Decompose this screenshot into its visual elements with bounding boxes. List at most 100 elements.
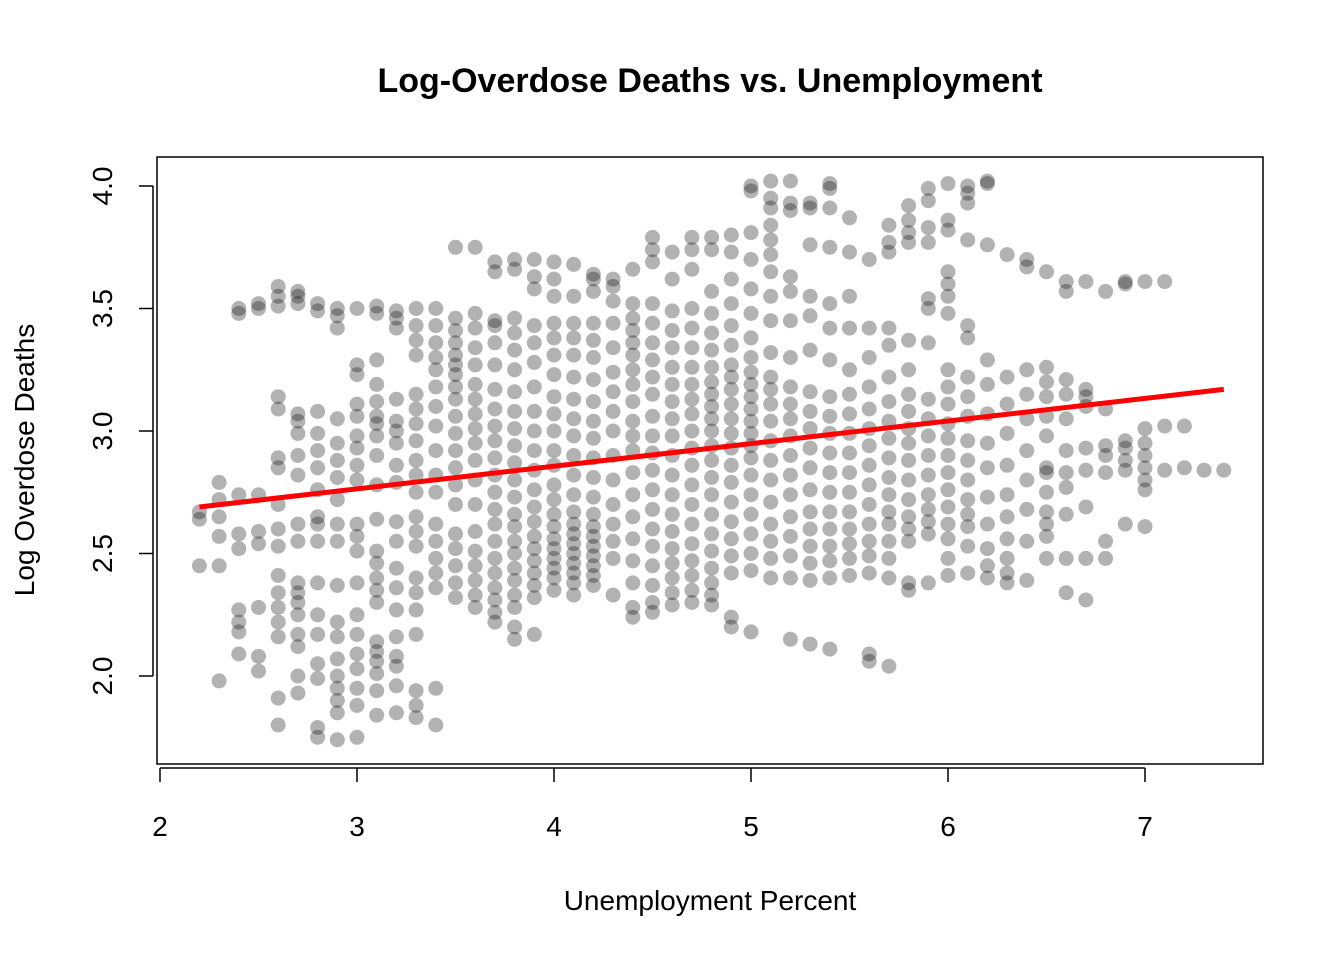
data-point (369, 394, 385, 410)
data-point (763, 516, 779, 532)
data-point (1058, 372, 1074, 388)
data-point (743, 413, 759, 429)
data-point (782, 548, 798, 564)
x-axis-label: Unemployment Percent (564, 885, 857, 916)
data-point (329, 533, 345, 549)
data-point (546, 506, 562, 522)
data-point (1019, 362, 1035, 378)
data-point (842, 386, 857, 402)
data-point (585, 519, 601, 535)
data-point (369, 376, 385, 392)
data-point (881, 487, 897, 503)
data-point (625, 310, 641, 326)
data-point (585, 528, 601, 544)
data-point (723, 619, 739, 635)
data-point (999, 565, 1015, 581)
data-point (881, 337, 897, 353)
data-point (979, 489, 995, 505)
data-point (526, 403, 542, 419)
data-point (960, 185, 976, 201)
data-point (940, 305, 956, 321)
data-point (645, 335, 660, 351)
data-point (270, 629, 286, 645)
data-point (1019, 472, 1035, 488)
data-point (1098, 533, 1114, 549)
data-point (782, 411, 798, 427)
data-point (861, 457, 877, 473)
data-point (428, 399, 444, 414)
data-point (231, 614, 247, 630)
data-point (566, 391, 582, 407)
data-point (329, 680, 345, 696)
data-point (605, 550, 621, 566)
data-point (1117, 433, 1133, 449)
data-point (546, 315, 562, 331)
data-point (270, 279, 286, 294)
data-point (408, 509, 424, 525)
data-point (940, 568, 956, 583)
data-point (566, 448, 582, 463)
data-point (940, 482, 956, 498)
data-point (645, 482, 660, 498)
data-point (251, 301, 266, 316)
data-point (448, 357, 463, 373)
data-point (546, 541, 562, 557)
data-point (920, 575, 936, 591)
data-point (585, 538, 601, 554)
data-point (1137, 435, 1153, 451)
data-point (1078, 550, 1094, 566)
data-point (723, 296, 739, 312)
data-point (526, 318, 542, 334)
data-point (1019, 443, 1035, 459)
data-point (507, 421, 523, 437)
data-point (782, 631, 798, 647)
data-point (251, 599, 266, 615)
data-point (822, 504, 838, 520)
data-point (270, 288, 286, 304)
y-axis-label: Log Overdose Deaths (9, 324, 40, 596)
data-point (763, 472, 779, 488)
data-point (763, 381, 779, 397)
data-point (605, 384, 621, 400)
data-point (388, 310, 404, 326)
data-point (467, 340, 483, 356)
data-point (369, 582, 385, 598)
data-point (802, 482, 818, 498)
data-point (448, 497, 463, 512)
data-point (822, 296, 838, 312)
data-point (507, 546, 523, 561)
data-point (408, 433, 424, 449)
data-point (369, 707, 385, 723)
data-point (349, 440, 365, 456)
data-point (605, 340, 621, 356)
data-point (1039, 389, 1054, 405)
data-point (585, 350, 601, 365)
data-point (901, 533, 917, 549)
data-point (723, 565, 739, 581)
data-point (605, 533, 621, 549)
data-point (566, 526, 582, 542)
data-point (704, 374, 720, 390)
data-point (1098, 465, 1114, 481)
data-point (369, 634, 385, 650)
data-point (645, 296, 660, 312)
data-point (388, 705, 404, 721)
data-point (1157, 462, 1173, 478)
data-point (448, 408, 463, 424)
data-point (507, 619, 523, 635)
data-point (979, 435, 995, 451)
data-point (802, 440, 818, 456)
data-point (625, 599, 641, 615)
data-point (664, 570, 680, 586)
data-point (704, 359, 720, 375)
data-point (940, 550, 956, 566)
data-point (861, 653, 877, 669)
data-point (566, 546, 582, 561)
data-point (369, 511, 385, 527)
data-point (684, 242, 700, 258)
data-point (369, 448, 385, 463)
data-point (940, 288, 956, 304)
data-point (487, 614, 503, 630)
data-point (428, 533, 444, 549)
data-point (270, 585, 286, 601)
